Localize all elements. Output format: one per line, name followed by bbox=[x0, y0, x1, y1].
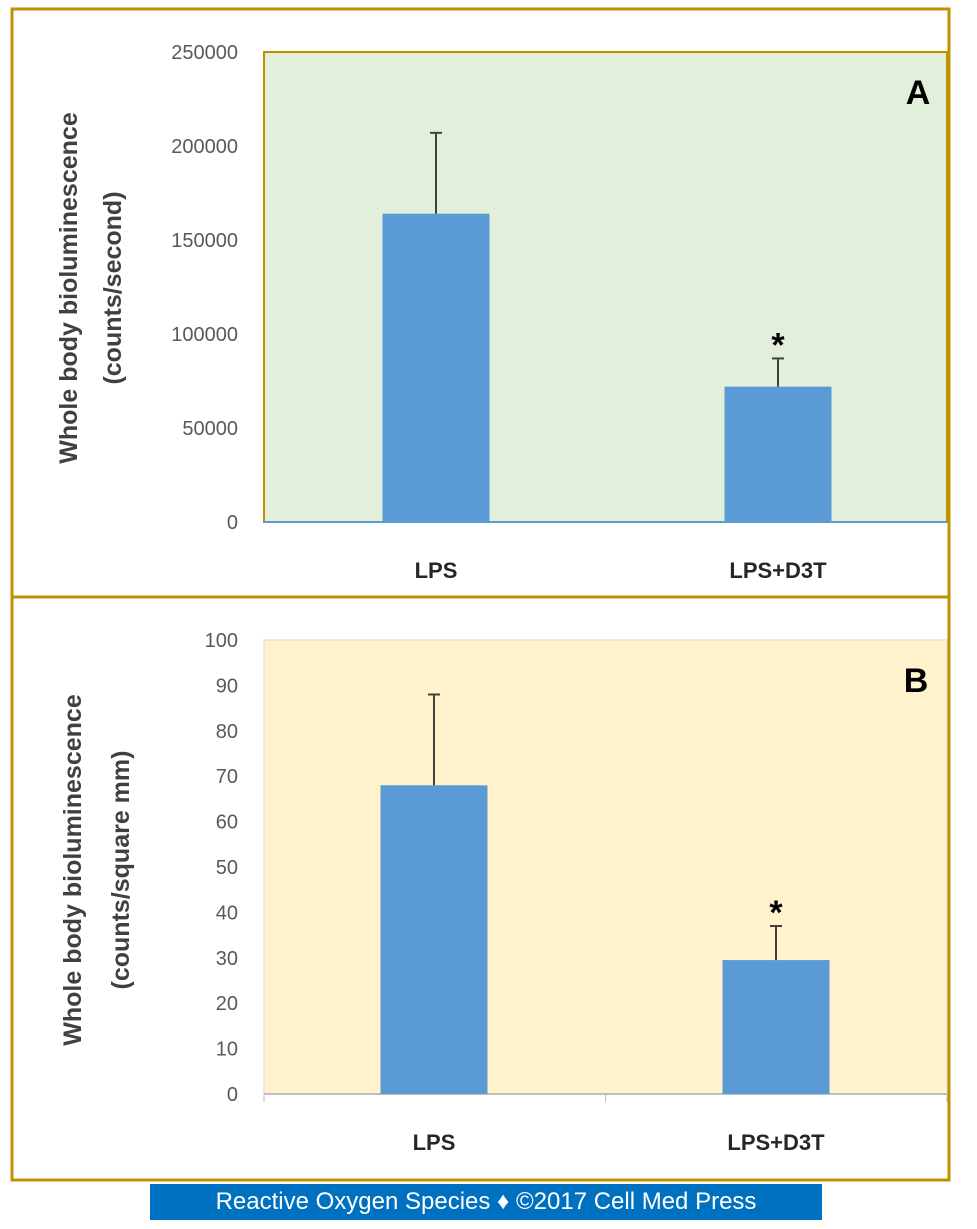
y-tick-label: 0 bbox=[227, 1084, 238, 1106]
significance-asterisk: * bbox=[771, 326, 785, 364]
y-tick-label: 90 bbox=[216, 675, 238, 697]
y-tick-label: 150000 bbox=[171, 230, 238, 252]
panel-letter: B bbox=[904, 662, 929, 700]
y-tick-label: 80 bbox=[216, 721, 238, 743]
bar-lps-d3t bbox=[724, 386, 832, 522]
significance-asterisk: * bbox=[769, 894, 783, 932]
category-label: LPS bbox=[413, 1130, 456, 1155]
chart-panel-b: 0 10 20 30 40 50 60 70 80 90 100 LPS * LPS+D3T Whole b… bbox=[10, 595, 951, 1182]
bar-lps-d3t bbox=[722, 960, 830, 1094]
bar-lps bbox=[382, 213, 490, 522]
footer-text: Reactive Oxygen Species ♦ ©2017 Cell Med… bbox=[215, 1188, 757, 1215]
y-tick-label: 200000 bbox=[171, 136, 238, 158]
category-label: LPS+D3T bbox=[729, 558, 827, 583]
y-axis-title: (counts/second) bbox=[99, 191, 127, 384]
y-tick-label: 0 bbox=[227, 512, 238, 534]
y-tick-label: 40 bbox=[216, 902, 238, 924]
y-tick-label: 250000 bbox=[171, 42, 238, 64]
y-tick-label: 50000 bbox=[182, 418, 238, 440]
footer-banner: Reactive Oxygen Species ♦ ©2017 Cell Med… bbox=[150, 1184, 822, 1220]
category-label: LPS+D3T bbox=[727, 1130, 825, 1155]
y-tick-label: 100 bbox=[205, 630, 238, 652]
y-tick-label: 60 bbox=[216, 812, 238, 834]
category-label: LPS bbox=[415, 558, 458, 583]
y-axis-title: Whole body bioluminescence bbox=[59, 694, 87, 1046]
plot-area bbox=[263, 51, 948, 523]
y-tick-label: 30 bbox=[216, 948, 238, 970]
chart-panel-a: 0 50000 100000 150000 200000 250000 LPS * LPS+D3… bbox=[10, 7, 951, 599]
panel-frame bbox=[10, 595, 951, 1182]
plot-area bbox=[263, 639, 948, 1095]
y-tick-label: 100000 bbox=[171, 324, 238, 346]
panel-letter: A bbox=[906, 74, 931, 112]
bar-lps bbox=[380, 785, 488, 1094]
y-axis-title: (counts/square mm) bbox=[107, 751, 135, 990]
y-tick-label: 10 bbox=[216, 1039, 238, 1061]
y-tick-label: 50 bbox=[216, 857, 238, 879]
y-axis-title: Whole body bioluminescence bbox=[55, 112, 83, 464]
y-tick-label: 20 bbox=[216, 993, 238, 1015]
y-tick-label: 70 bbox=[216, 766, 238, 788]
